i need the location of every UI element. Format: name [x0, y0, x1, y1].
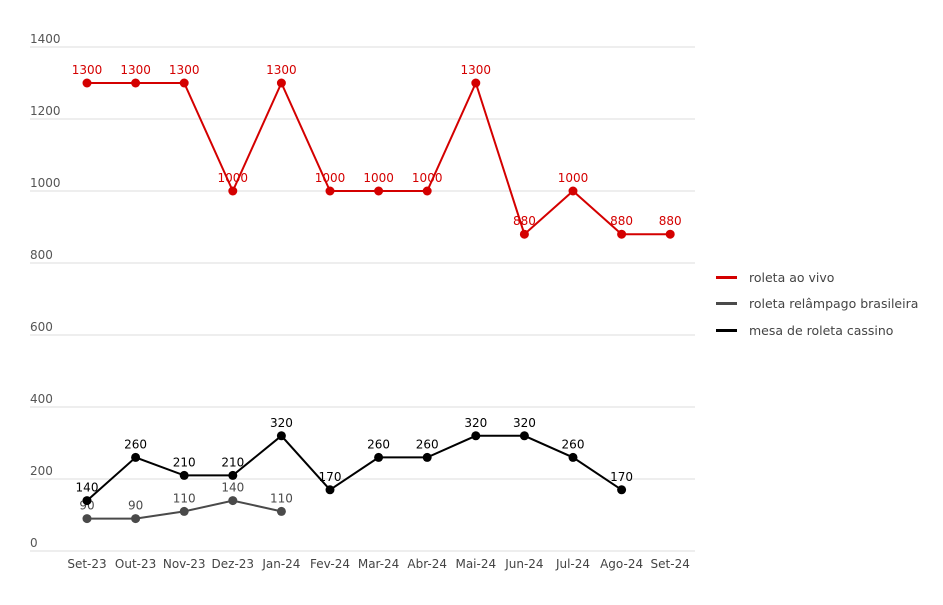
y-tick-label: 200: [30, 464, 53, 478]
data-label: 170: [610, 470, 633, 484]
legend: roleta ao vivo roleta relâmpago brasilei…: [716, 264, 918, 344]
data-point: [519, 229, 529, 239]
y-tick-label: 600: [30, 320, 53, 334]
x-tick-label: Jun-24: [504, 557, 543, 571]
data-point: [665, 229, 675, 239]
data-label: 260: [562, 437, 585, 451]
x-tick-label: Dez-23: [212, 557, 255, 571]
data-point: [179, 506, 189, 516]
data-point: [82, 496, 92, 506]
data-point: [276, 431, 286, 441]
data-point: [179, 78, 189, 88]
x-tick-label: Ago-24: [600, 557, 643, 571]
data-label: 1300: [266, 63, 297, 77]
data-point: [82, 78, 92, 88]
data-label: 1300: [169, 63, 200, 77]
series-line: [87, 80, 671, 236]
data-label: 170: [319, 470, 342, 484]
data-point: [325, 186, 335, 196]
data-label: 320: [513, 416, 536, 430]
data-point: [422, 452, 432, 462]
data-point: [471, 431, 481, 441]
data-point: [617, 485, 627, 495]
x-tick-label: Mai-24: [455, 557, 496, 571]
data-point: [374, 186, 384, 196]
data-label: 880: [610, 214, 633, 228]
data-label: 90: [128, 499, 143, 513]
data-label: 210: [221, 455, 244, 469]
data-point: [228, 470, 238, 480]
data-point: [131, 452, 141, 462]
data-label: 1000: [558, 171, 589, 185]
data-point: [82, 514, 92, 524]
data-label: 110: [270, 491, 293, 505]
data-label: 1000: [412, 171, 443, 185]
data-label: 1000: [315, 171, 346, 185]
x-tick-label: Set-24: [651, 557, 690, 571]
data-point: [276, 78, 286, 88]
data-label: 110: [173, 491, 196, 505]
x-tick-label: Mar-24: [358, 557, 399, 571]
data-point: [568, 186, 578, 196]
data-point: [131, 514, 141, 524]
y-tick-label: 1000: [30, 176, 61, 190]
data-label: 880: [513, 214, 536, 228]
x-tick-label: Fev-24: [310, 557, 350, 571]
legend-item[interactable]: roleta relâmpago brasileira: [716, 291, 918, 318]
legend-swatch: [716, 275, 737, 279]
data-point: [471, 78, 481, 88]
data-label: 1000: [363, 171, 394, 185]
y-tick-label: 800: [30, 248, 53, 262]
data-label: 1300: [120, 63, 151, 77]
data-point: [325, 485, 335, 495]
data-label: 140: [76, 481, 99, 495]
data-label: 210: [173, 455, 196, 469]
data-point: [519, 431, 529, 441]
legend-item[interactable]: mesa de roleta cassino: [716, 317, 918, 344]
legend-label: roleta ao vivo: [749, 269, 835, 285]
x-tick-label: Jan-24: [261, 557, 300, 571]
x-tick-label: Jul-24: [555, 557, 590, 571]
data-label: 1000: [218, 171, 249, 185]
legend-label: roleta relâmpago brasileira: [749, 296, 919, 312]
data-label: 260: [367, 437, 390, 451]
legend-item[interactable]: roleta ao vivo: [716, 264, 918, 291]
y-tick-label: 400: [30, 392, 53, 406]
data-point: [228, 186, 238, 196]
x-tick-label: Nov-23: [163, 557, 206, 571]
data-label: 260: [124, 437, 147, 451]
data-label: 1300: [72, 63, 103, 77]
data-point: [422, 186, 432, 196]
data-point: [276, 506, 286, 516]
legend-swatch: [716, 328, 737, 332]
y-tick-label: 1400: [30, 32, 61, 46]
data-point: [131, 78, 141, 88]
x-tick-label: Abr-24: [407, 557, 447, 571]
x-tick-label: Out-23: [115, 557, 156, 571]
x-tick-label: Set-23: [67, 557, 106, 571]
data-label: 1300: [461, 63, 492, 77]
y-tick-label: 0: [30, 536, 38, 550]
data-label: 260: [416, 437, 439, 451]
data-label: 320: [270, 416, 293, 430]
legend-swatch: [716, 302, 737, 306]
series-line: [86, 434, 623, 502]
data-point: [617, 229, 627, 239]
data-point: [228, 496, 238, 506]
legend-label: mesa de roleta cassino: [749, 322, 894, 338]
data-point: [374, 452, 384, 462]
data-point: [568, 452, 578, 462]
data-point: [179, 470, 189, 480]
y-tick-label: 1200: [30, 104, 61, 118]
data-label: 880: [659, 214, 682, 228]
data-label: 320: [464, 416, 487, 430]
data-label: 140: [221, 481, 244, 495]
